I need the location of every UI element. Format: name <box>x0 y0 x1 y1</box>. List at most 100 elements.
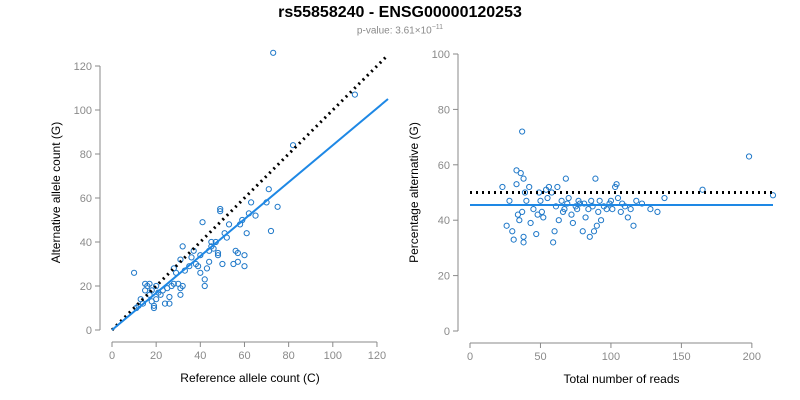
data-point <box>555 217 562 224</box>
x-tick-label: 150 <box>672 351 690 363</box>
x-tick-label: 100 <box>324 350 342 362</box>
data-point <box>203 265 211 272</box>
data-point <box>166 293 173 301</box>
x-tick-label: 80 <box>283 350 295 362</box>
data-point <box>179 282 186 290</box>
x-axis-label: Reference allele count (C) <box>180 371 319 385</box>
data-point <box>234 258 241 265</box>
data-point <box>582 214 589 221</box>
data-point <box>241 252 248 259</box>
data-point <box>585 206 592 213</box>
data-point <box>199 219 206 226</box>
x-tick-label: 50 <box>534 351 546 363</box>
y-tick-label: 100 <box>74 105 92 117</box>
data-point <box>241 263 248 270</box>
data-point <box>201 282 208 290</box>
data-point <box>234 249 241 257</box>
data-point <box>586 233 593 240</box>
data-point <box>540 214 547 221</box>
y-tick-label: 20 <box>438 271 450 283</box>
p-value-text: p-value: 3.61×10 <box>356 25 432 37</box>
figure-title: rs55858240 - ENSG00000120253 <box>278 4 522 21</box>
data-point <box>148 287 155 294</box>
data-point <box>520 175 527 182</box>
data-point <box>607 197 615 204</box>
data-point <box>523 197 530 204</box>
p-value-exponent: −11 <box>431 24 444 31</box>
data-point <box>214 249 222 257</box>
data-point <box>617 208 624 215</box>
data-point <box>188 254 195 261</box>
data-point <box>550 239 557 246</box>
data-point <box>530 206 537 213</box>
data-point <box>588 197 595 204</box>
data-point <box>590 228 598 235</box>
data-point <box>248 199 255 206</box>
data-point <box>170 280 177 287</box>
data-point <box>351 91 358 98</box>
data-point <box>506 197 513 204</box>
data-point <box>581 200 588 207</box>
data-point <box>593 222 600 229</box>
data-point <box>596 197 603 204</box>
data-point <box>661 194 668 202</box>
data-point <box>265 186 272 193</box>
data-point <box>513 181 520 188</box>
data-point <box>534 211 541 218</box>
data-point <box>654 208 661 215</box>
data-point <box>179 243 186 250</box>
data-point <box>510 236 517 243</box>
y-tick-label: 60 <box>438 160 450 172</box>
data-point <box>274 203 281 210</box>
data-point <box>537 197 544 204</box>
data-point <box>576 200 584 207</box>
p-value-label: p-value: 3.61×10−11 <box>0 24 800 36</box>
data-point <box>597 217 605 224</box>
data-point <box>195 263 202 270</box>
data-point <box>551 228 558 235</box>
y-tick-label: 120 <box>74 61 92 73</box>
data-point <box>206 258 213 265</box>
x-tick-label: 60 <box>238 350 250 362</box>
data-point <box>267 227 275 235</box>
y-tick-label: 80 <box>80 149 92 161</box>
data-point <box>289 142 297 149</box>
data-point <box>520 233 527 240</box>
y-tick-label: 20 <box>80 281 92 293</box>
data-point <box>561 206 568 213</box>
data-point <box>592 175 599 182</box>
y-tick-label: 60 <box>80 193 92 205</box>
x-tick-label: 40 <box>194 350 206 362</box>
x-tick-label: 100 <box>602 351 620 363</box>
data-point <box>544 194 551 202</box>
data-point <box>595 208 602 215</box>
data-point <box>647 206 654 213</box>
data-point <box>243 230 250 237</box>
y-tick-label: 40 <box>80 237 92 249</box>
data-point <box>533 230 540 238</box>
data-point <box>579 228 586 235</box>
data-point <box>769 192 777 199</box>
data-point <box>130 269 138 276</box>
reference-line <box>110 53 390 332</box>
data-point <box>562 175 569 182</box>
y-tick-label: 40 <box>438 215 450 227</box>
data-point <box>153 296 160 303</box>
data-point <box>217 205 224 213</box>
data-point <box>589 203 596 210</box>
data-point <box>166 300 173 307</box>
y-tick-label: 100 <box>432 49 450 61</box>
data-point <box>516 217 523 224</box>
fit-line <box>111 98 389 331</box>
data-point <box>609 206 616 213</box>
data-point <box>554 183 561 191</box>
data-point <box>177 291 184 298</box>
data-point <box>538 208 545 215</box>
data-point <box>217 208 224 215</box>
y-tick-label: 0 <box>86 325 92 337</box>
data-point <box>499 183 506 191</box>
data-point <box>201 276 208 283</box>
data-point <box>161 300 169 307</box>
